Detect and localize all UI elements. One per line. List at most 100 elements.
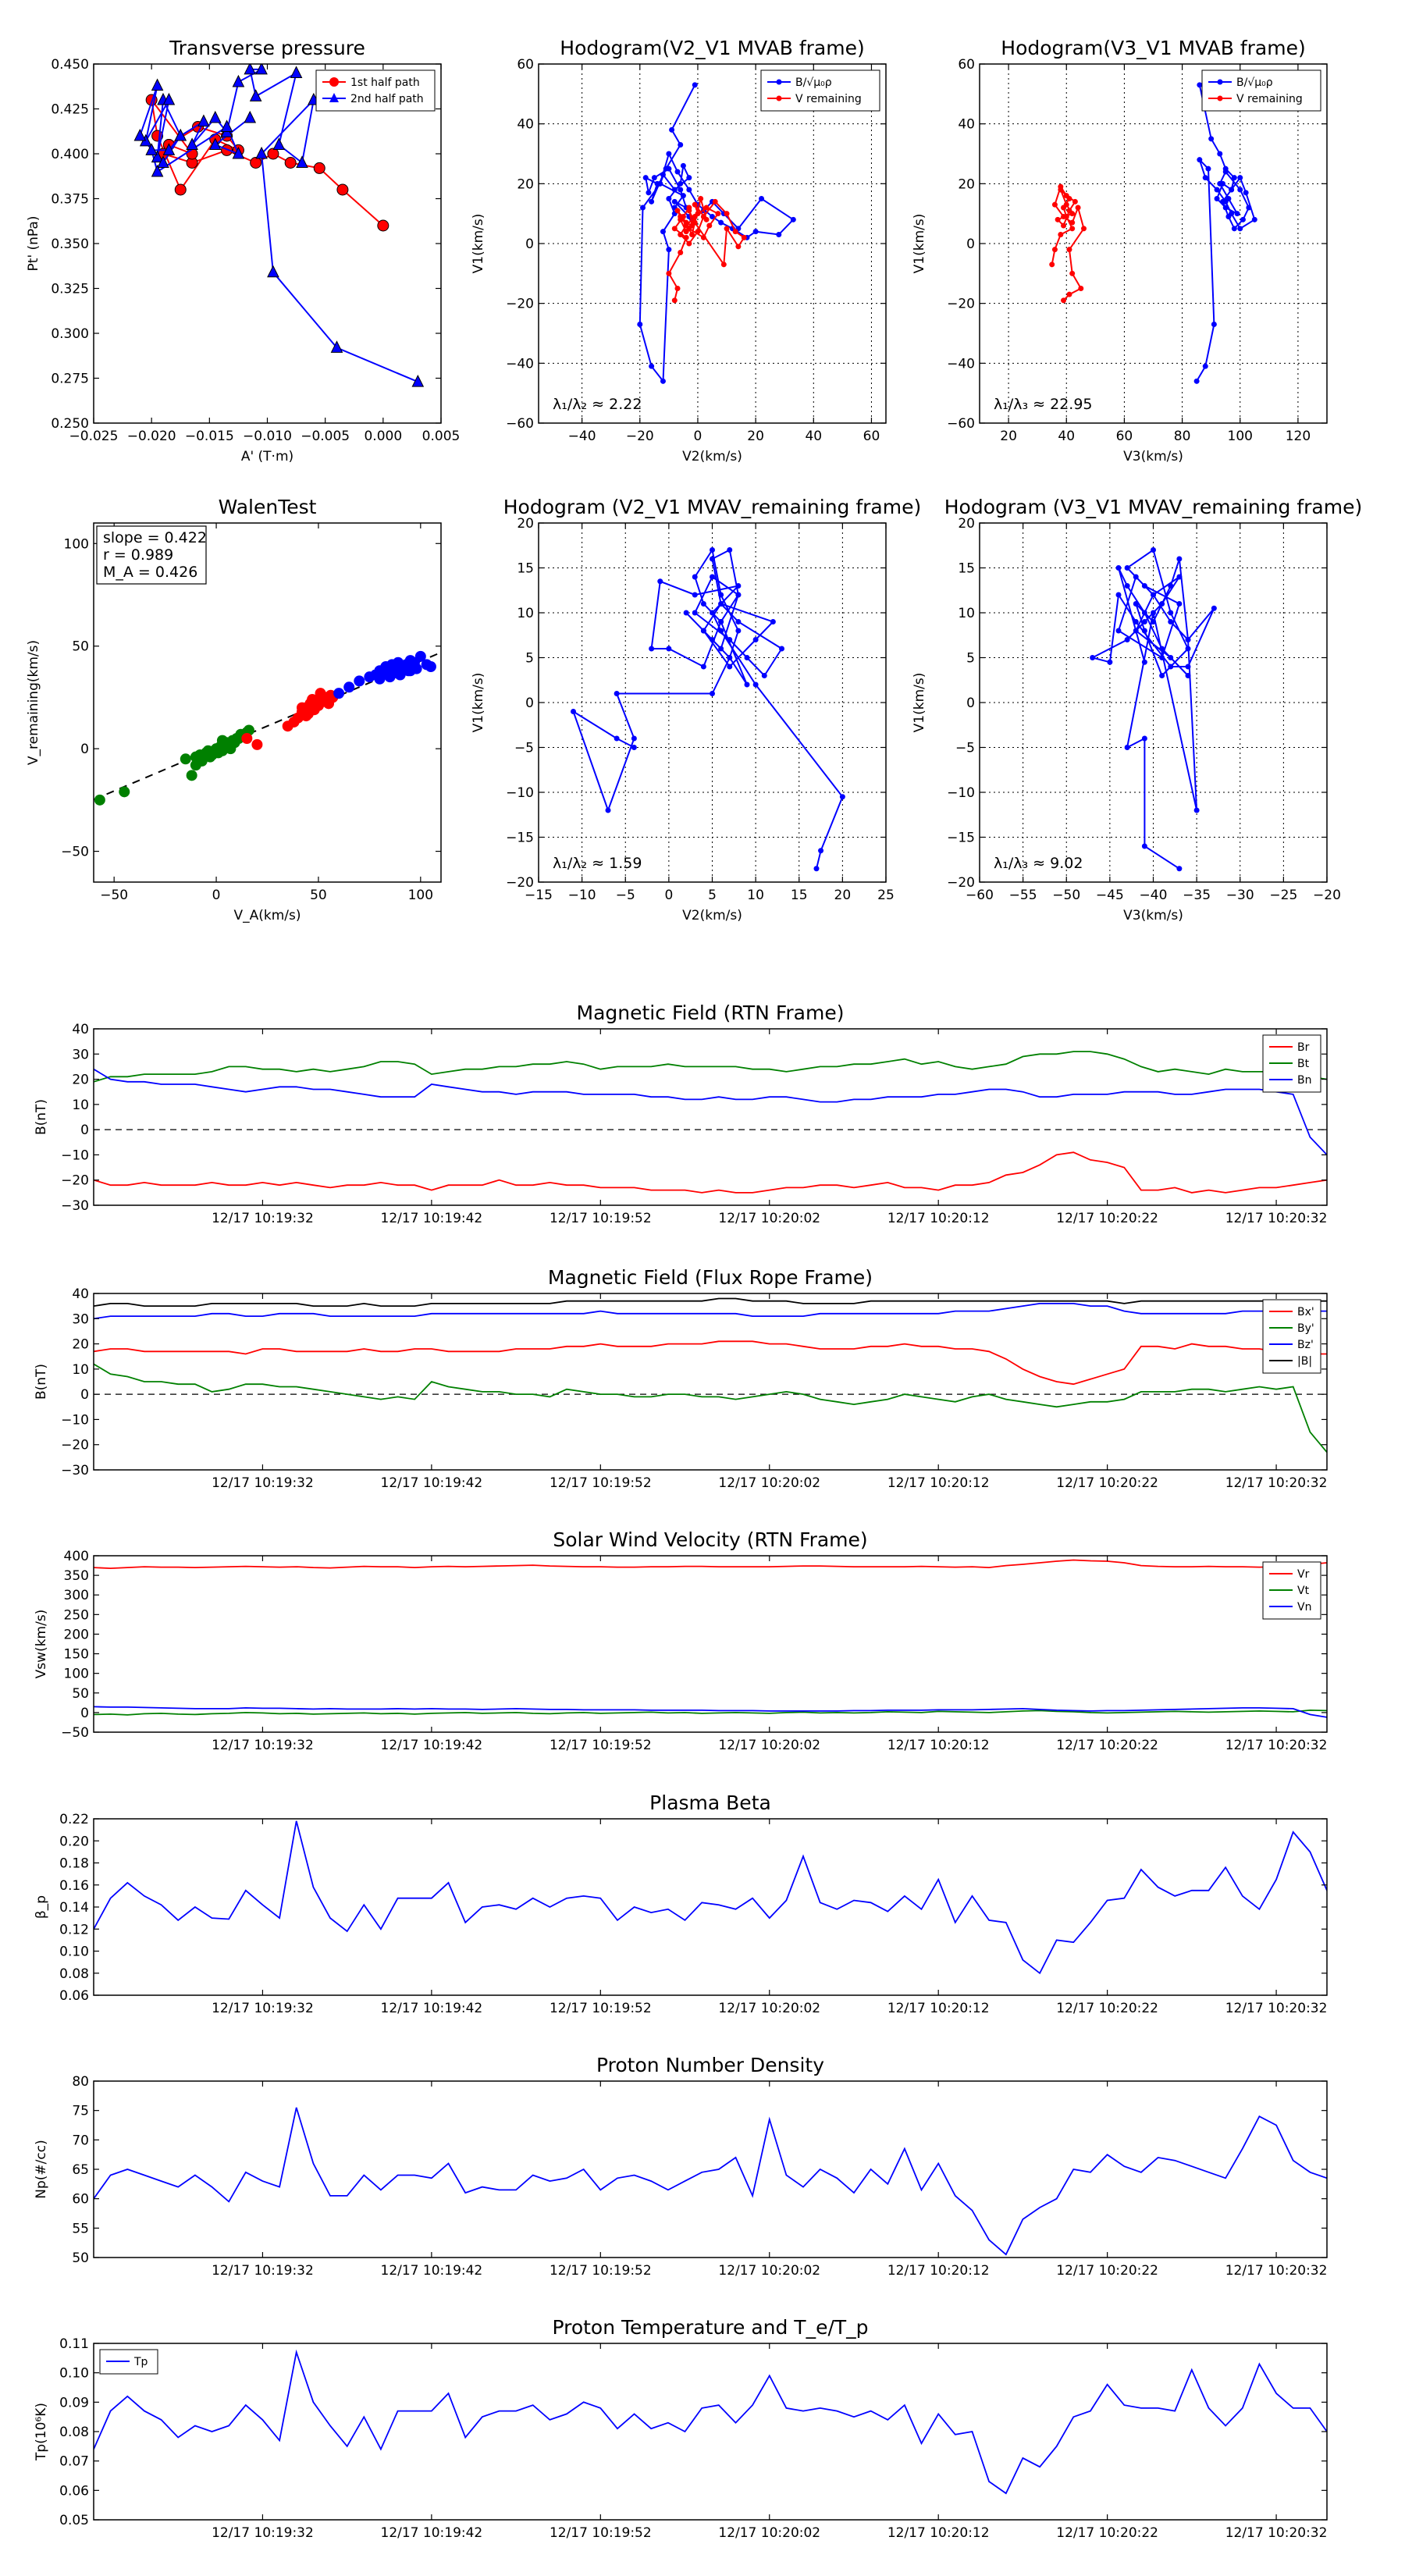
y-tick-label: 50 [72, 2250, 89, 2266]
legend-label: B/√μ₀ρ [795, 76, 832, 89]
data-point [686, 187, 692, 193]
x-tick-label: 12/17 10:20:22 [1056, 2525, 1158, 2541]
x-tick-label: 12/17 10:19:52 [550, 2001, 652, 2016]
chart-title: Hodogram(V2_V1 MVAB frame) [560, 37, 864, 59]
y-tick-label: −20 [506, 875, 534, 891]
data-point [1229, 187, 1235, 193]
y-axis-label: V1(km/s) [471, 673, 486, 733]
data-point [186, 137, 198, 150]
x-tick-label: 12/17 10:20:02 [718, 1475, 820, 1491]
y-tick-label: −50 [61, 1725, 89, 1741]
series-by- [94, 1363, 1327, 1453]
y-tick-label: 0 [525, 237, 534, 252]
y-tick-label: 0.07 [59, 2454, 89, 2470]
data-point [700, 234, 706, 240]
data-point [1151, 610, 1156, 616]
legend-box [760, 69, 880, 112]
series-b- [1193, 82, 1257, 384]
data-point [1193, 807, 1200, 813]
data-point [735, 583, 742, 589]
data-point [735, 592, 742, 598]
data-point [145, 143, 158, 155]
x-tick-label: 20 [834, 888, 852, 903]
y-tick-label: 100 [64, 1667, 89, 1682]
data-point [666, 646, 672, 652]
chart-title: Hodogram (V3_V1 MVAV_remaining frame) [944, 496, 1363, 518]
data-point [759, 196, 765, 201]
series-bx- [94, 1340, 1327, 1386]
data-point [336, 183, 349, 196]
x-tick-label: 12/17 10:20:22 [1056, 1475, 1158, 1491]
eigenvalue-ratio-annotation: λ₁/λ₂ ≈ 2.22 [553, 396, 642, 413]
data-point [683, 610, 689, 616]
data-point [186, 770, 197, 781]
y-tick-label: 20 [72, 1073, 89, 1088]
x-tick-label: 12/17 10:20:32 [1225, 1211, 1328, 1226]
y-tick-label: 0 [80, 742, 89, 757]
y-tick-label: 250 [64, 1607, 89, 1623]
data-point [1107, 659, 1113, 665]
y-tick-label: −20 [61, 1438, 89, 1453]
x-axis-label: V2(km/s) [682, 449, 742, 464]
data-point [660, 378, 666, 384]
y-tick-label: 20 [517, 516, 534, 532]
x-tick-label: 120 [1286, 429, 1311, 444]
data-point [1168, 655, 1174, 660]
y-tick-label: −20 [947, 297, 975, 312]
series-line [139, 68, 418, 383]
x-tick-label: 12/17 10:20:12 [887, 1211, 990, 1226]
data-point [671, 198, 678, 205]
series-red [241, 688, 339, 750]
x-tick-label: −50 [100, 888, 128, 903]
x-tick-label: 12/17 10:19:52 [550, 2263, 652, 2279]
magnetic-field-flux-rope-panel: Magnetic Field (Flux Rope Frame) 12/17 10… [34, 1266, 1328, 1491]
data-point [1124, 565, 1130, 571]
data-point [1051, 201, 1058, 208]
data-point [1133, 574, 1139, 580]
y-tick-label: 0 [80, 1706, 89, 1721]
y-tick-label: 0.08 [59, 2425, 89, 2440]
y-tick-label: 150 [64, 1647, 89, 1663]
data-point [735, 619, 742, 624]
data-point [133, 128, 147, 141]
legend-label: Br [1297, 1041, 1310, 1054]
series-vr [94, 1559, 1327, 1570]
x-tick-label: 12/17 10:20:32 [1225, 2001, 1328, 2016]
data-point [1214, 187, 1220, 193]
y-tick-label: 0.425 [51, 102, 89, 118]
axes-frame [93, 1818, 1328, 1996]
y-tick-label: 0.10 [59, 2366, 89, 2382]
data-point [1072, 198, 1078, 205]
data-point [649, 646, 655, 652]
series-b [1090, 547, 1217, 872]
y-tick-label: 65 [72, 2162, 89, 2178]
x-tick-label: 0 [664, 888, 673, 903]
data-point [724, 211, 730, 217]
y-tick-label: 350 [64, 1568, 89, 1584]
data-point [678, 180, 684, 187]
data-point [660, 172, 666, 178]
data-point [703, 205, 710, 211]
data-point [232, 74, 245, 87]
x-tick-label: −0.020 [127, 429, 176, 444]
walen-test-panel: WalenTest −50 0 50 100 −50 0 50 100 V_A(km/s) V_re… [26, 496, 442, 923]
data-point [1222, 169, 1229, 175]
series-bz- [94, 1303, 1327, 1320]
data-point [1211, 605, 1217, 611]
y-axis-label: V1(km/s) [912, 673, 927, 733]
hodogram-v2-v1-mvab-panel: Hodogram(V2_V1 MVAB frame) −40 −20 0 20 40 60 −… [471, 37, 887, 464]
data-point [251, 738, 263, 750]
x-tick-label: −40 [568, 429, 596, 444]
data-point [1124, 745, 1130, 750]
data-point [1115, 592, 1122, 598]
data-point [1159, 655, 1165, 660]
series--b- [94, 1297, 1327, 1307]
data-point [1185, 637, 1191, 642]
series-line [1196, 84, 1256, 382]
data-point [1208, 136, 1215, 142]
y-tick-label: 300 [64, 1588, 89, 1603]
series-line [94, 1340, 1327, 1386]
data-point [313, 162, 325, 174]
data-point [267, 148, 279, 160]
data-point [605, 807, 611, 813]
